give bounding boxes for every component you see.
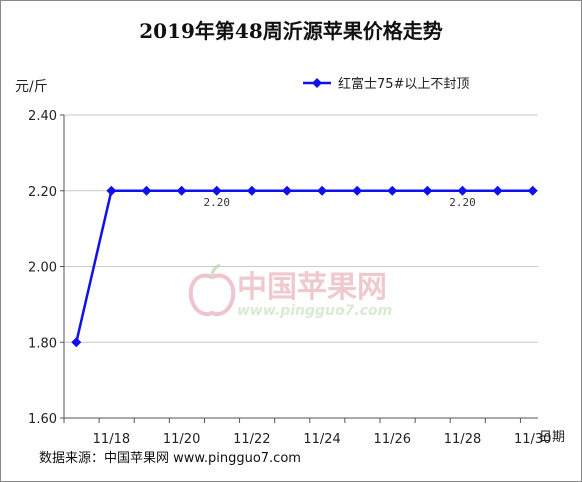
x-tick-label: 11/24 — [303, 432, 340, 447]
y-tick-label: 2.20 — [28, 185, 57, 200]
x-tick-labels: 11/18 11/20 11/22 11/24 11/26 11/28 11/30 — [93, 432, 552, 447]
data-label: 2.20 — [203, 196, 230, 209]
data-point-marker — [281, 185, 292, 196]
x-tick-label: 11/22 — [233, 432, 270, 447]
legend-label: 红富士75#以上不封顶 — [338, 76, 469, 92]
data-point-marker — [527, 185, 538, 196]
data-label: 2.20 — [449, 196, 476, 209]
legend-diamond-marker — [312, 78, 322, 88]
x-axis-label: 日期 — [539, 430, 565, 445]
y-tick-label: 1.80 — [28, 336, 57, 351]
data-point-marker — [176, 185, 187, 196]
watermark-url-text: www.pingguo7.com — [237, 303, 392, 319]
data-point-marker — [387, 185, 398, 196]
data-point-marker — [422, 185, 433, 196]
source-note: 数据来源：中国苹果网 www.pingguo7.com — [39, 451, 301, 466]
axes — [60, 114, 538, 423]
watermark: 中国苹果网 www.pingguo7.com — [188, 263, 392, 319]
watermark-brand-text: 中国苹果网 — [237, 270, 387, 305]
x-tick-label: 11/26 — [374, 432, 411, 447]
watermark-logo — [188, 263, 236, 316]
y-unit-label: 元/斤 — [15, 79, 48, 95]
y-tick-label: 1.60 — [28, 412, 57, 427]
data-point-marker — [211, 185, 222, 196]
data-point-marker — [106, 185, 117, 196]
data-labels: 2.20 2.20 — [203, 196, 475, 209]
data-point-marker — [71, 337, 82, 348]
y-tick-label: 2.40 — [28, 109, 57, 124]
apple-leaf-icon — [210, 263, 221, 278]
series-line — [75, 189, 533, 343]
data-point-marker — [317, 185, 328, 196]
data-point-marker — [246, 185, 257, 196]
x-tick-label: 11/28 — [444, 432, 481, 447]
apple-icon — [188, 273, 236, 316]
chart-title: 2019年第48周沂源苹果价格走势 — [139, 19, 443, 43]
x-tick-label: 11/20 — [163, 432, 200, 447]
data-point-marker — [492, 185, 503, 196]
y-tick-labels: 2.40 2.20 2.00 1.80 1.60 — [28, 109, 57, 427]
x-tick-label: 11/30 — [514, 432, 551, 447]
data-point-marker — [141, 185, 152, 196]
y-tick-label: 2.00 — [28, 261, 57, 276]
series-red-fuji — [71, 185, 538, 348]
legend: 红富士75#以上不封顶 — [303, 76, 469, 92]
data-point-marker — [457, 185, 468, 196]
x-tick-label: 11/18 — [93, 432, 130, 447]
data-point-marker — [352, 185, 363, 196]
